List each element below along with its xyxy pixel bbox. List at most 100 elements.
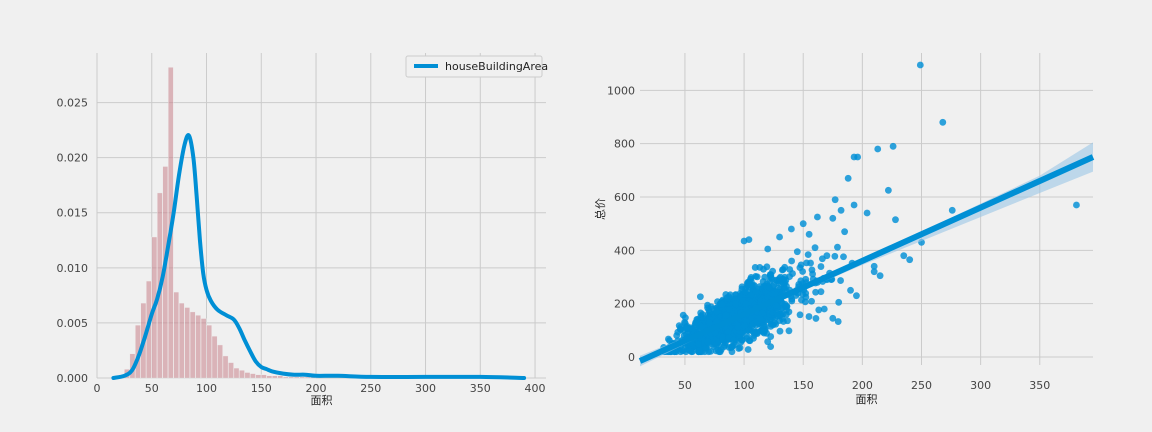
scatter-point — [884, 186, 892, 194]
scatter-point — [704, 338, 712, 346]
scatter-point — [768, 290, 776, 298]
scatter-point — [741, 288, 749, 296]
histogram-bar — [299, 376, 305, 379]
scatter-point — [751, 329, 758, 337]
regression-y-ticks: 0 200 400 600 800 1000 — [607, 84, 635, 364]
kde-curve — [111, 133, 527, 380]
histogram-y-ticks: 0.000 0.005 0.010 0.015 0.020 0.025 — [57, 97, 89, 385]
x-tick-label: 100 — [734, 379, 755, 392]
histogram-bar — [244, 372, 251, 379]
scatter-point — [742, 300, 750, 308]
scatter-point — [778, 299, 786, 307]
histogram-bar — [293, 376, 300, 379]
x-tick-label: 400 — [525, 382, 546, 395]
scatter-point — [799, 268, 807, 275]
scatter-point — [840, 253, 847, 261]
x-tick-label: 300 — [970, 379, 991, 392]
y-tick-label: 800 — [614, 138, 635, 151]
scatter-point — [770, 281, 778, 289]
histogram-bar — [266, 375, 273, 379]
scatter-point — [695, 340, 702, 348]
scatter-point — [814, 213, 821, 221]
scatter-point — [758, 309, 766, 317]
x-tick-label: 200 — [306, 382, 327, 395]
scatter-point — [767, 343, 775, 351]
scatter-point — [834, 243, 841, 251]
scatter-point — [713, 307, 721, 315]
scatter-point — [767, 333, 775, 340]
scatter-point — [679, 311, 687, 319]
scatter-point — [722, 311, 730, 319]
scatter-point — [892, 216, 899, 224]
x-tick-label: 250 — [360, 382, 381, 395]
scatter-point — [753, 273, 761, 281]
scatter-point — [837, 277, 844, 284]
scatter-point — [841, 228, 849, 236]
histogram-bar — [233, 367, 240, 379]
scatter-point — [702, 344, 709, 352]
scatter-point — [793, 248, 801, 256]
x-tick-label: 350 — [470, 382, 491, 395]
scatter-point — [808, 297, 815, 305]
y-tick-label: 1000 — [607, 84, 635, 97]
scatter-point — [712, 347, 720, 355]
scatter-point — [756, 283, 764, 290]
histogram-bar — [272, 375, 278, 379]
histogram-bar — [184, 307, 190, 379]
scatter-point — [870, 262, 878, 270]
histogram-legend: houseBuildingArea — [405, 55, 548, 78]
regression-chart: 50 100 150 200 250 300 350 0 200 400 600 800 1000 面… — [593, 53, 1095, 406]
histogram-bar — [173, 291, 180, 379]
scatter-point — [763, 263, 771, 271]
scatter-point — [1073, 201, 1080, 209]
scatter-point — [741, 322, 748, 330]
scatter-point — [831, 196, 839, 204]
scatter-point — [785, 327, 793, 335]
scatter-point — [844, 174, 852, 182]
regression-y-axis-label: 总价 — [593, 198, 607, 220]
scatter-point — [744, 346, 752, 353]
scatter-point — [829, 314, 837, 322]
x-tick-label: 150 — [793, 379, 814, 392]
scatter-point — [760, 321, 768, 329]
scatter-point — [778, 266, 786, 274]
regression-line — [638, 154, 1095, 364]
histogram-bars — [113, 67, 316, 379]
scatter-point — [804, 251, 812, 259]
scatter-point — [817, 263, 825, 270]
histogram-bar — [211, 335, 218, 379]
scatter-point — [738, 336, 746, 344]
scatter-point — [675, 322, 683, 330]
scatter-point — [815, 306, 823, 314]
scatter-point — [744, 326, 752, 334]
scatter-point — [732, 300, 739, 308]
scatter-point — [870, 268, 878, 276]
scatter-point — [696, 293, 704, 301]
histogram-bar — [288, 376, 295, 379]
scatter-point — [788, 257, 796, 265]
scatter-point — [747, 281, 755, 289]
scatter-point — [863, 209, 871, 217]
histogram-bar — [222, 355, 229, 379]
legend-entry-houseBuildingArea: houseBuildingArea — [445, 60, 548, 73]
scatter-point — [704, 301, 711, 309]
scatter-point — [729, 342, 736, 350]
histogram-bar — [228, 362, 234, 379]
scatter-point — [776, 327, 784, 335]
scatter-point — [725, 306, 733, 313]
histogram-bar — [206, 324, 212, 379]
scatter-point — [734, 323, 742, 331]
scatter-point — [948, 206, 956, 214]
scatter-point — [674, 328, 682, 336]
scatter-point — [817, 288, 825, 296]
scatter-point — [735, 345, 743, 352]
legend-box — [405, 55, 543, 78]
scatter-point — [730, 336, 738, 344]
regression-x-axis-label: 面积 — [856, 393, 878, 406]
scatter-point — [761, 273, 769, 281]
scatter-point — [835, 298, 843, 306]
scatter-point — [696, 346, 704, 354]
x-tick-label: 50 — [678, 379, 692, 392]
x-tick-label: 300 — [415, 382, 436, 395]
